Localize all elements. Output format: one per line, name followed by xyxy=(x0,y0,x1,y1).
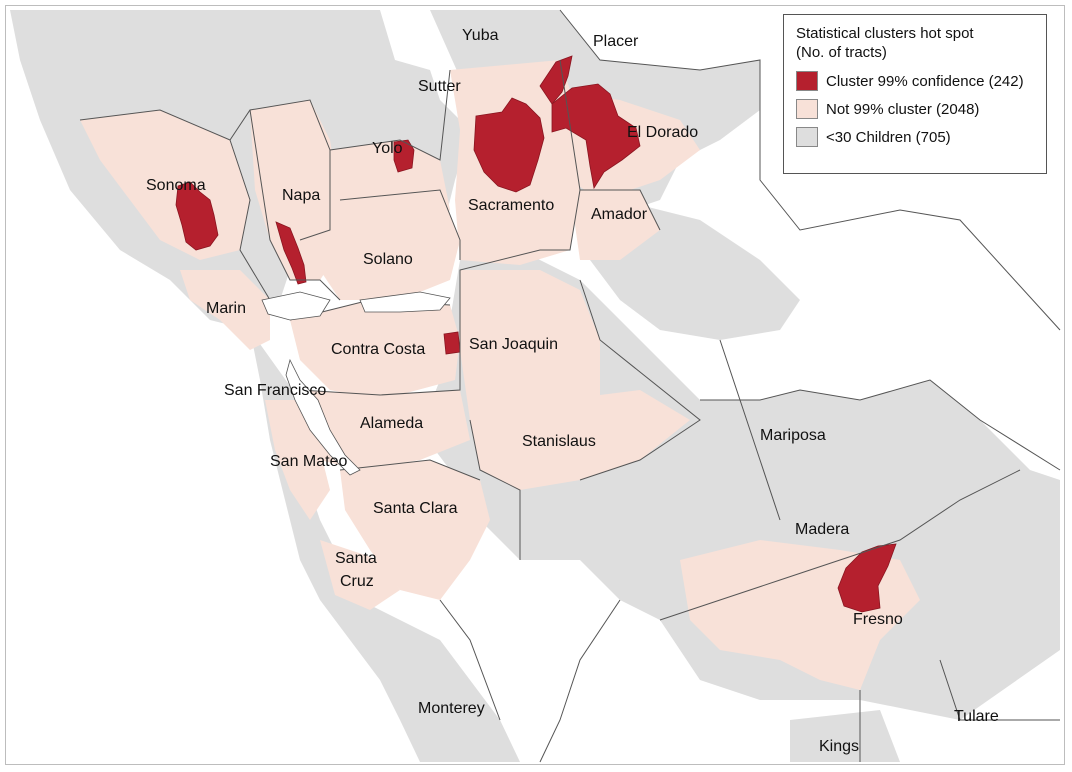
label-madera: Madera xyxy=(795,521,849,538)
yolo-cluster xyxy=(393,139,415,173)
sacramento-cluster xyxy=(473,97,545,193)
label-alameda: Alameda xyxy=(360,415,423,432)
san-pablo-bay xyxy=(261,291,331,321)
contra-costa-cluster xyxy=(443,331,461,355)
label-san-francisco: San Francisco xyxy=(224,382,326,399)
legend-swatch-not-cluster xyxy=(796,99,818,119)
santa-cruz-pink xyxy=(320,540,400,610)
label-el-dorado: El Dorado xyxy=(627,124,698,141)
cluster-areas xyxy=(175,55,897,613)
label-santa-cruz-line1: Santa xyxy=(335,550,377,567)
stanislaus-pink xyxy=(470,390,690,490)
alameda-pink xyxy=(300,390,470,470)
santa-clara-pink xyxy=(340,460,490,600)
contra-costa-pink xyxy=(290,300,460,400)
kings-gray xyxy=(790,710,900,762)
label-placer: Placer xyxy=(593,33,639,50)
suisun-bay xyxy=(359,291,451,313)
legend-title-line2: (No. of tracts) xyxy=(796,44,887,61)
bay-water xyxy=(261,291,451,476)
sonoma-cluster xyxy=(175,181,219,251)
label-san-joaquin: San Joaquin xyxy=(469,336,558,353)
napa-cluster xyxy=(275,221,307,285)
label-contra-costa: Contra Costa xyxy=(331,341,425,358)
label-mariposa: Mariposa xyxy=(760,427,826,444)
label-marin: Marin xyxy=(206,300,246,317)
label-amador: Amador xyxy=(591,206,648,223)
legend-title-line1: Statistical clusters hot spot xyxy=(796,25,974,42)
san-mateo-pink xyxy=(265,400,330,520)
legend-label-cluster: Cluster 99% confidence (242) xyxy=(826,72,1024,90)
label-sacramento: Sacramento xyxy=(468,197,554,214)
label-napa: Napa xyxy=(282,187,320,204)
legend-item-not-cluster: Not 99% cluster (2048) xyxy=(796,98,1034,120)
legend-label-not-cluster: Not 99% cluster (2048) xyxy=(826,100,980,118)
label-yolo: Yolo xyxy=(372,140,403,157)
marin-pink xyxy=(180,270,270,350)
county-labels: Yuba Placer Sutter Yolo El Dorado Sonoma… xyxy=(146,27,999,755)
sf-bay xyxy=(285,358,361,476)
not-cluster-areas xyxy=(80,60,920,690)
san-joaquin-pink xyxy=(460,270,600,420)
label-stanislaus: Stanislaus xyxy=(522,433,596,450)
label-kings: Kings xyxy=(819,738,859,755)
label-sutter: Sutter xyxy=(418,78,461,95)
amador-pink xyxy=(570,190,660,260)
label-santa-cruz-line2: Cruz xyxy=(340,573,374,590)
map-legend: Statistical clusters hot spot (No. of tr… xyxy=(783,14,1047,174)
legend-item-few-children: <30 Children (705) xyxy=(796,126,1034,148)
label-sonoma: Sonoma xyxy=(146,177,206,194)
legend-label-few-children: <30 Children (705) xyxy=(826,128,951,146)
label-fresno: Fresno xyxy=(853,611,903,628)
solano-pink xyxy=(320,190,460,300)
label-solano: Solano xyxy=(363,251,413,268)
label-santa-clara: Santa Clara xyxy=(373,500,458,517)
label-tulare: Tulare xyxy=(954,708,999,725)
legend-title: Statistical clusters hot spot (No. of tr… xyxy=(796,24,1034,62)
label-monterey: Monterey xyxy=(418,700,485,717)
label-yuba: Yuba xyxy=(462,27,499,44)
legend-item-cluster: Cluster 99% confidence (242) xyxy=(796,70,1034,92)
legend-swatch-cluster xyxy=(796,71,818,91)
fresno-cluster xyxy=(837,543,897,613)
napa-pink xyxy=(250,100,340,280)
el-dorado-cluster xyxy=(551,83,641,190)
label-san-mateo: San Mateo xyxy=(270,453,347,470)
legend-swatch-few-children xyxy=(796,127,818,147)
coast-gray xyxy=(250,330,520,762)
